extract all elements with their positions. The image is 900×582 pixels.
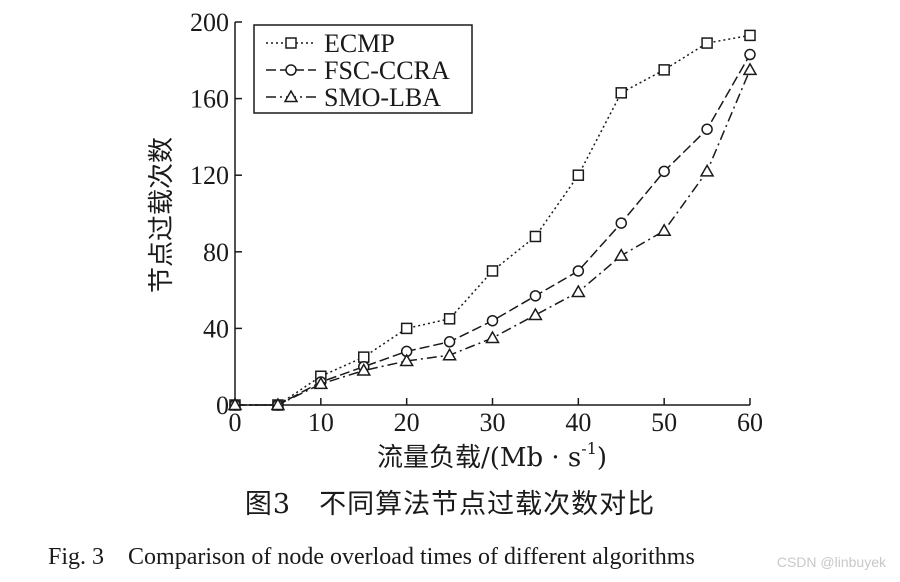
data-point-smo-lba xyxy=(356,363,372,376)
data-point-ecmp xyxy=(701,37,713,49)
data-point-smo-lba xyxy=(270,397,286,411)
data-point-ecmp xyxy=(529,230,542,243)
x-axis-title-suffix: ) xyxy=(597,443,607,473)
y-axis-title: 节点过载次数 xyxy=(147,137,177,293)
data-point-smo-lba xyxy=(742,62,758,76)
series-smo-lba xyxy=(227,62,758,411)
x-tick-label: 40 xyxy=(565,408,591,437)
x-tick-label: 10 xyxy=(308,408,334,437)
data-point-fsc-ccra xyxy=(615,217,627,229)
line-chart: 0 40 80 120 160 200 0 10 20 30 40 50 60 ECMPFSC-CCRA… xyxy=(147,8,763,473)
legend-label-ecmp: ECMP xyxy=(324,29,395,58)
data-point-smo-lba xyxy=(528,307,543,321)
data-point-fsc-ccra xyxy=(443,336,456,348)
legend-label-fsc-ccra: FSC-CCRA xyxy=(324,56,450,85)
y-tick-label: 120 xyxy=(190,161,229,190)
legend-item-ecmp: ECMP xyxy=(266,29,395,58)
legend-item-fsc-ccra: FSC-CCRA xyxy=(266,56,450,85)
data-point-smo-lba xyxy=(399,353,414,367)
data-point-fsc-ccra xyxy=(744,48,756,61)
data-point-fsc-ccra xyxy=(486,314,499,327)
data-point-smo-lba xyxy=(571,284,586,298)
x-tick-label: 60 xyxy=(737,408,763,437)
data-point-ecmp xyxy=(443,313,456,325)
figure-caption-english: Fig. 3 Comparison of node overload times… xyxy=(48,544,695,570)
data-point-ecmp xyxy=(358,351,370,363)
watermark: CSDN @linbuyek xyxy=(776,554,886,570)
data-point-ecmp xyxy=(400,322,413,335)
data-point-smo-lba xyxy=(656,223,672,236)
data-point-fsc-ccra xyxy=(572,265,585,277)
data-point-smo-lba xyxy=(442,347,457,361)
figure-caption-chinese: 图3 不同算法节点过载次数对比 xyxy=(244,489,656,520)
x-axis-title-superscript: -1 xyxy=(581,439,597,458)
x-axis-title-main: 流量负载/(Mb · s xyxy=(377,443,581,473)
y-tick-label: 40 xyxy=(203,314,229,343)
x-axis-title: 流量负载/(Mb · s-1) xyxy=(377,439,607,473)
y-tick-label: 200 xyxy=(190,8,229,37)
data-point-smo-lba xyxy=(313,376,329,390)
series-line-smo-lba xyxy=(235,69,751,406)
data-point-ecmp xyxy=(615,87,627,99)
legend-marker-ecmp xyxy=(285,37,297,49)
data-point-fsc-ccra xyxy=(701,123,713,135)
data-point-fsc-ccra xyxy=(529,290,542,302)
x-tick-label: 30 xyxy=(480,408,506,437)
x-tick-label: 50 xyxy=(651,408,677,437)
data-point-ecmp xyxy=(744,29,756,42)
series-layer xyxy=(227,29,758,411)
data-point-smo-lba xyxy=(227,397,243,411)
data-point-smo-lba xyxy=(613,248,629,261)
data-point-ecmp xyxy=(572,169,585,181)
y-tick-label: 80 xyxy=(203,238,229,267)
axes: 0 40 80 120 160 200 0 10 20 30 40 50 60 xyxy=(190,8,763,437)
legend-marker-fsc-ccra xyxy=(285,64,297,76)
data-point-fsc-ccra xyxy=(658,165,670,178)
data-point-smo-lba xyxy=(485,330,500,344)
data-point-ecmp xyxy=(486,265,499,277)
x-tick-label: 20 xyxy=(394,408,420,437)
data-point-smo-lba xyxy=(699,163,715,177)
y-tick-label: 0 xyxy=(216,391,229,420)
legend-item-smo-lba: SMO-LBA xyxy=(266,83,441,112)
data-point-ecmp xyxy=(658,64,670,76)
y-tick-label: 160 xyxy=(190,85,229,114)
legend-label-smo-lba: SMO-LBA xyxy=(324,83,441,112)
legend-marker-smo-lba xyxy=(283,89,299,103)
x-tick-label: 0 xyxy=(229,408,242,437)
